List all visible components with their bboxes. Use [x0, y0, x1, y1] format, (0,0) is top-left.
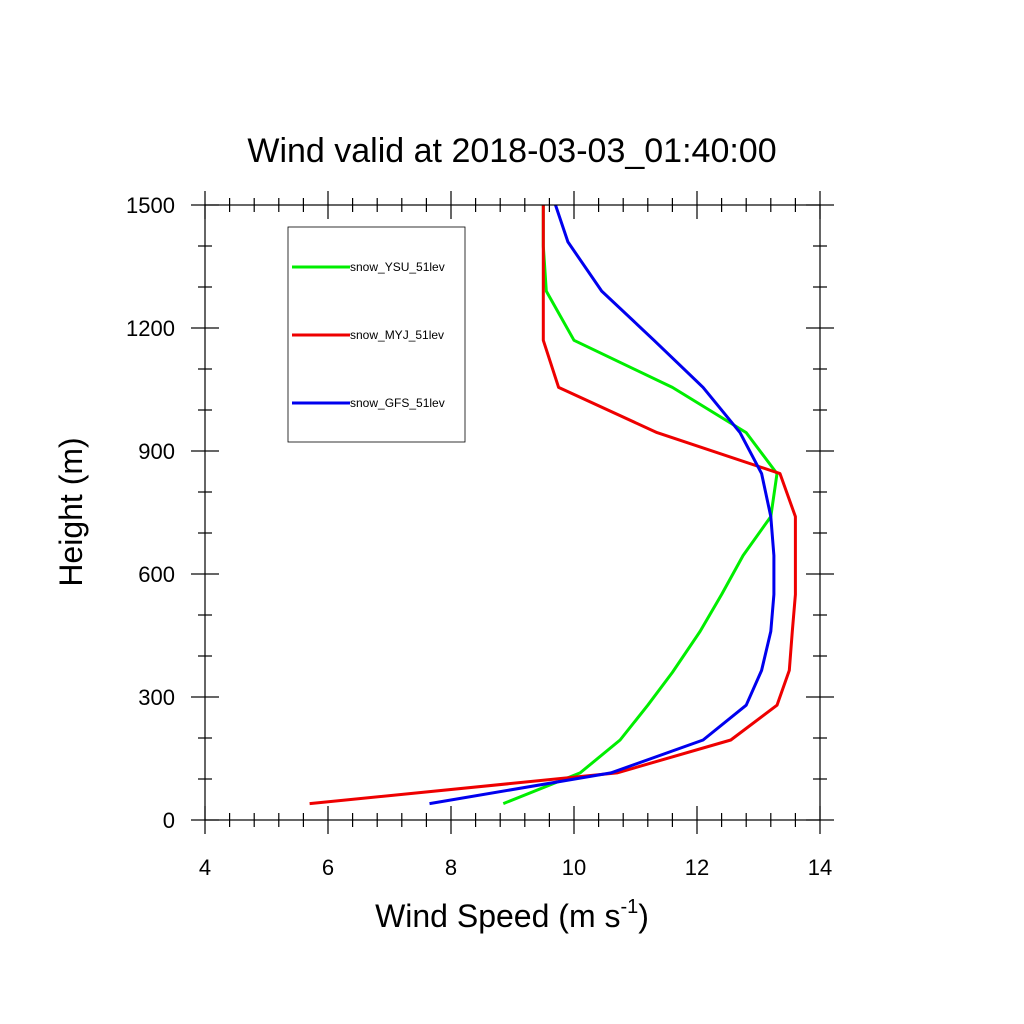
y-tick-label: 600: [138, 562, 175, 587]
x-tick-label: 12: [685, 855, 709, 880]
x-tick-label: 6: [322, 855, 334, 880]
series-line-snow_YSU_51lev: [502, 205, 779, 805]
legend: snow_YSU_51lev snow_MYJ_51lev snow_GFS_51l…: [287, 226, 466, 443]
series-line-snow_GFS_51lev: [429, 204, 776, 806]
y-tick-label: 300: [138, 685, 175, 710]
legend-label: snow_GFS_51lev: [350, 396, 445, 410]
tick-labels: 4 6 8 10 12 14 0 300 600 900 1200 1500: [126, 193, 832, 880]
series-layer: [309, 204, 797, 806]
legend-label: snow_YSU_51lev: [350, 260, 445, 274]
x-tick-label: 10: [562, 855, 586, 880]
y-tick-label: 0: [163, 808, 175, 833]
tick-marks: [191, 191, 834, 834]
x-axis-label-main: Wind Speed (m s: [375, 898, 620, 934]
x-axis-label-close: ): [638, 898, 649, 934]
x-tick-label: 8: [445, 855, 457, 880]
y-tick-label: 1500: [126, 193, 175, 218]
x-tick-label: 4: [199, 855, 211, 880]
series-line-snow_MYJ_51lev: [309, 205, 797, 806]
plot-frame: [204, 204, 821, 821]
y-tick-label: 1200: [126, 316, 175, 341]
x-tick-label: 14: [808, 855, 832, 880]
x-axis-label: Wind Speed (m s-1): [375, 896, 649, 934]
y-axis-label: Height (m): [53, 437, 89, 586]
legend-label: snow_MYJ_51lev: [350, 328, 444, 342]
y-tick-label: 900: [138, 439, 175, 464]
x-axis-label-superscript: -1: [620, 896, 638, 918]
chart-title: Wind valid at 2018-03-03_01:40:00: [247, 132, 776, 170]
